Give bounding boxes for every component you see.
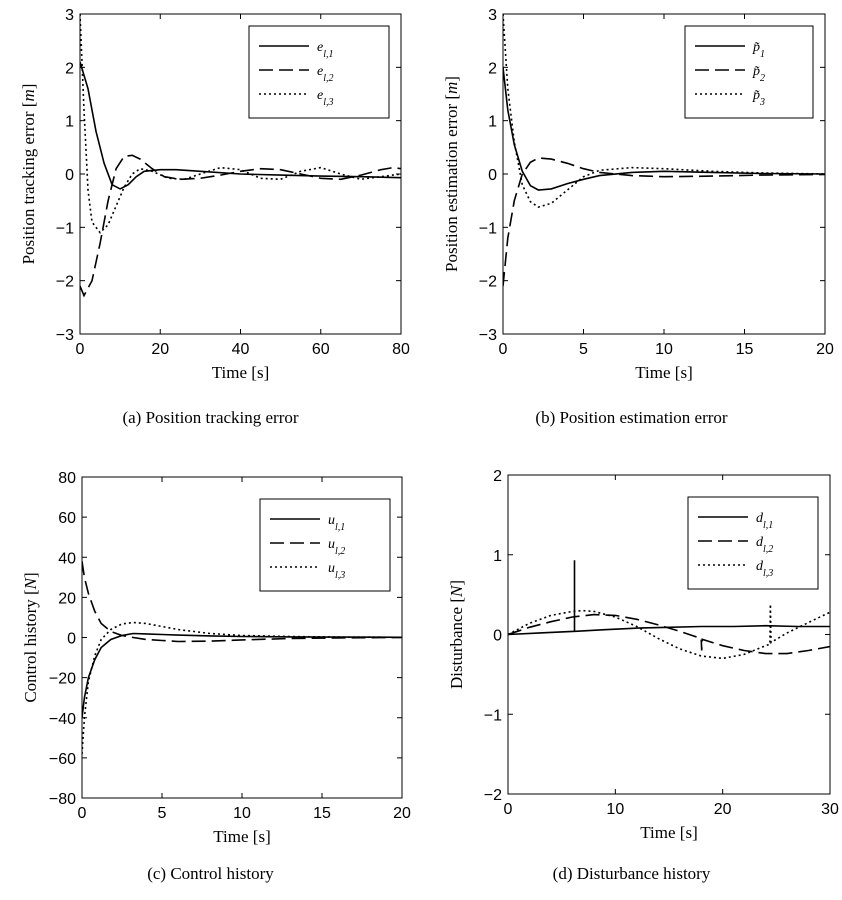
y-tick-label: −3 (56, 327, 74, 344)
y-axis-label: Position tracking error [m] (19, 84, 38, 265)
x-tick-label: 0 (499, 341, 508, 358)
plot-frame (79, 13, 402, 335)
series-line-1 (82, 632, 402, 718)
legend-label-2: dl,2 (756, 535, 773, 555)
panel-c: 0 5 10 15 20 −80 −60 −40 −20 0 20 40 60 80 ul,1 ul,2 ul,… (0, 450, 421, 900)
y-tick-label: −1 (56, 220, 74, 237)
series-line-3 (82, 621, 402, 754)
x-tick-label: 20 (714, 801, 732, 818)
x-tick-label: 20 (816, 341, 834, 358)
y-tick-label: −1 (479, 220, 497, 237)
y-tick-label: 2 (488, 60, 497, 77)
y-tick-label: 3 (65, 7, 74, 24)
panel-d: 0 10 20 30 −2 −1 0 1 2 dl,1 dl,2 dl,3 Time [s] Distur… (421, 450, 842, 900)
y-axis-label: Disturbance [N] (447, 580, 466, 689)
x-tick-label: 15 (313, 805, 331, 822)
x-tick-label: 30 (821, 801, 839, 818)
x-tick-label: 60 (312, 341, 330, 358)
legend-label-1: el,1 (317, 40, 334, 60)
y-tick-label: 80 (58, 470, 76, 487)
x-tick-label: 20 (393, 805, 411, 822)
x-tick-label: 10 (606, 801, 624, 818)
legend-label-3: p̃3 (752, 88, 765, 108)
legend-label-2: p̃2 (752, 64, 765, 84)
x-tick-label: 0 (76, 341, 85, 358)
legend-box (684, 25, 814, 119)
chart-a: 0 20 40 60 80 −3 −2 −1 0 1 2 3 el,1 el,2 el,3 Time [s] P… (19, 7, 410, 382)
chart-b: 0 5 10 15 20 −3 −2 −1 0 1 2 3 p̃1 p̃2 p̃3 Time [s] Posit… (442, 7, 834, 382)
y-tick-label: −1 (484, 707, 502, 724)
x-tick-label: 0 (504, 801, 513, 818)
y-tick-label: 2 (493, 468, 502, 485)
plot-frame (502, 13, 826, 335)
y-tick-label: 0 (493, 628, 502, 645)
panel-a: 0 20 40 60 80 −3 −2 −1 0 1 2 3 el,1 el,2 el,3 Time [s] P… (0, 0, 421, 450)
y-tick-label: −20 (49, 671, 76, 688)
x-tick-label: 40 (232, 341, 250, 358)
caption-a: (a) Position tracking error (122, 408, 299, 427)
x-tick-label: 0 (78, 805, 87, 822)
legend-box (248, 25, 390, 119)
x-axis-label: Time [s] (213, 827, 270, 846)
x-axis-label: Time [s] (640, 823, 697, 842)
chart-c: 0 5 10 15 20 −80 −60 −40 −20 0 20 40 60 80 ul,1 ul,2 ul,… (21, 470, 411, 846)
legend-label-1: p̃1 (752, 40, 765, 60)
series-line-1 (508, 560, 830, 636)
series-line-3 (508, 604, 830, 660)
x-tick-label: 80 (392, 341, 410, 358)
legend-label-2: el,2 (317, 64, 334, 84)
panel-b: 0 5 10 15 20 −3 −2 −1 0 1 2 3 p̃1 p̃2 p̃3 Time [s] Posit… (421, 0, 842, 450)
y-tick-label: 0 (65, 167, 74, 184)
legend-label-2: ul,2 (328, 537, 345, 557)
y-tick-label: 60 (58, 510, 76, 527)
x-axis-label: Time [s] (212, 363, 269, 382)
y-tick-label: 2 (65, 60, 74, 77)
x-tick-label: 10 (655, 341, 673, 358)
legend-label-1: ul,1 (328, 513, 345, 533)
y-tick-label: −2 (479, 274, 497, 291)
series-line-3 (80, 14, 401, 234)
caption-d: (d) Disturbance history (552, 864, 711, 883)
y-tick-label: 0 (488, 167, 497, 184)
y-axis-label: Control history [N] (21, 572, 40, 702)
y-tick-label: 1 (65, 114, 74, 131)
plot-frame (507, 474, 831, 795)
legend-label-3: dl,3 (756, 559, 773, 579)
series-line-2 (80, 154, 401, 298)
y-tick-label: −2 (484, 787, 502, 804)
legend-box (259, 498, 391, 592)
y-tick-label: −60 (49, 751, 76, 768)
legend-box (687, 496, 819, 590)
series-line-1 (80, 61, 401, 190)
y-tick-label: 0 (67, 631, 76, 648)
y-tick-label: −80 (49, 791, 76, 808)
x-tick-label: 10 (233, 805, 251, 822)
x-tick-label: 20 (151, 341, 169, 358)
series-line-2 (508, 613, 830, 655)
y-tick-label: 1 (493, 548, 502, 565)
legend-label-3: ul,3 (328, 561, 345, 581)
chart-d: 0 10 20 30 −2 −1 0 1 2 dl,1 dl,2 dl,3 Time [s] Distur… (447, 468, 839, 842)
legend-label-1: dl,1 (756, 511, 773, 531)
y-tick-label: 40 (58, 550, 76, 567)
plot-frame (81, 476, 403, 799)
x-axis-label: Time [s] (635, 363, 692, 382)
series-line-2 (82, 561, 402, 643)
y-tick-label: 1 (488, 114, 497, 131)
y-tick-label: −3 (479, 327, 497, 344)
caption-c: (c) Control history (147, 864, 274, 883)
y-axis-label: Position estimation error [m] (442, 76, 461, 272)
series-line-2 (503, 157, 825, 287)
x-tick-label: 5 (158, 805, 167, 822)
y-tick-label: −40 (49, 711, 76, 728)
x-tick-label: 15 (736, 341, 754, 358)
y-tick-label: 20 (58, 590, 76, 607)
x-tick-label: 5 (579, 341, 588, 358)
y-tick-label: 3 (488, 7, 497, 24)
legend-label-3: el,3 (317, 88, 334, 108)
y-tick-label: −2 (56, 274, 74, 291)
caption-b: (b) Position estimation error (535, 408, 728, 427)
